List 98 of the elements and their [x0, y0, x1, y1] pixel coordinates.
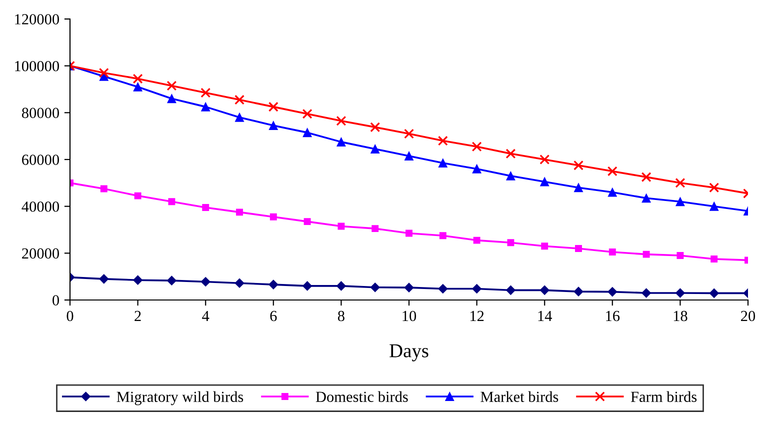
point [406, 230, 412, 237]
legend-label: Domestic birds [316, 391, 408, 402]
point [540, 177, 550, 186]
point [506, 171, 516, 180]
x-tick-label: 18 [674, 310, 688, 322]
x-tick-label: 2 [134, 310, 141, 322]
point [642, 194, 651, 203]
point [200, 276, 210, 287]
point [370, 282, 380, 292]
legend-label: Migratory wild birds [116, 391, 244, 406]
point [338, 222, 345, 230]
point [574, 160, 584, 170]
point [575, 245, 582, 252]
point [370, 122, 380, 132]
y-tick-label: 20000 [22, 248, 59, 259]
point [574, 183, 584, 192]
y-tick-label: 0 [52, 295, 59, 306]
point [268, 121, 278, 130]
point [98, 68, 109, 78]
point [166, 80, 177, 91]
point [608, 287, 618, 297]
point [270, 213, 277, 220]
point [370, 144, 380, 154]
point [302, 281, 312, 291]
x-tick-label: 0 [66, 310, 74, 322]
point [541, 242, 548, 250]
point [676, 252, 684, 259]
point [134, 192, 142, 200]
point [336, 137, 346, 146]
point [304, 218, 311, 226]
x-tick-label: 20 [741, 310, 756, 322]
point [302, 108, 312, 119]
point [507, 239, 514, 246]
x-tick-label: 14 [538, 310, 552, 322]
point [100, 185, 108, 192]
point [642, 250, 650, 258]
y-tick-label: 80000 [22, 108, 59, 118]
point [710, 202, 719, 211]
point [438, 136, 448, 146]
legend-label: Farm birds [630, 391, 697, 402]
point [200, 88, 211, 98]
point [336, 116, 346, 126]
x-tick-label: 10 [402, 310, 416, 322]
point [99, 274, 109, 284]
point [236, 208, 243, 216]
x-tick-label: 12 [470, 310, 484, 322]
point [574, 286, 584, 296]
point [168, 198, 176, 206]
point [540, 285, 550, 295]
point [472, 164, 482, 174]
legend-label: Market birds [480, 391, 558, 402]
point [234, 278, 244, 288]
point [472, 284, 482, 294]
point [438, 284, 448, 294]
point [404, 151, 414, 161]
y-tick-label: 120000 [15, 14, 59, 24]
x-axis-title: Days [390, 344, 428, 362]
point [675, 178, 686, 188]
point [302, 128, 312, 138]
point [234, 112, 244, 122]
y-tick-label: 100000 [15, 60, 59, 72]
x-tick-label: 4 [202, 310, 210, 322]
point [133, 82, 142, 92]
point [372, 225, 379, 232]
x-tick-label: 16 [606, 310, 620, 322]
point [506, 285, 516, 295]
point [438, 158, 448, 168]
point [234, 94, 244, 105]
point [201, 102, 210, 112]
point [641, 172, 652, 182]
point [133, 275, 143, 285]
point [473, 236, 480, 244]
point [167, 94, 176, 104]
point [607, 166, 618, 176]
point [472, 142, 482, 152]
point [540, 154, 550, 164]
point [642, 288, 652, 298]
y-tick-label: 40000 [22, 201, 59, 212]
point [675, 288, 685, 298]
point [710, 256, 718, 262]
point [608, 188, 617, 197]
y-tick-label: 60000 [22, 154, 59, 165]
point [404, 128, 414, 139]
point [439, 232, 446, 240]
point [709, 182, 720, 193]
point [268, 280, 278, 290]
point [506, 148, 516, 159]
point [404, 282, 414, 292]
point [676, 197, 685, 206]
point [166, 276, 176, 286]
x-tick-label: 8 [338, 310, 344, 322]
point [132, 74, 143, 84]
point [268, 102, 278, 112]
point [709, 288, 719, 298]
x-tick-label: 6 [270, 310, 277, 322]
point [608, 248, 616, 256]
point [202, 204, 210, 211]
point [336, 281, 346, 291]
